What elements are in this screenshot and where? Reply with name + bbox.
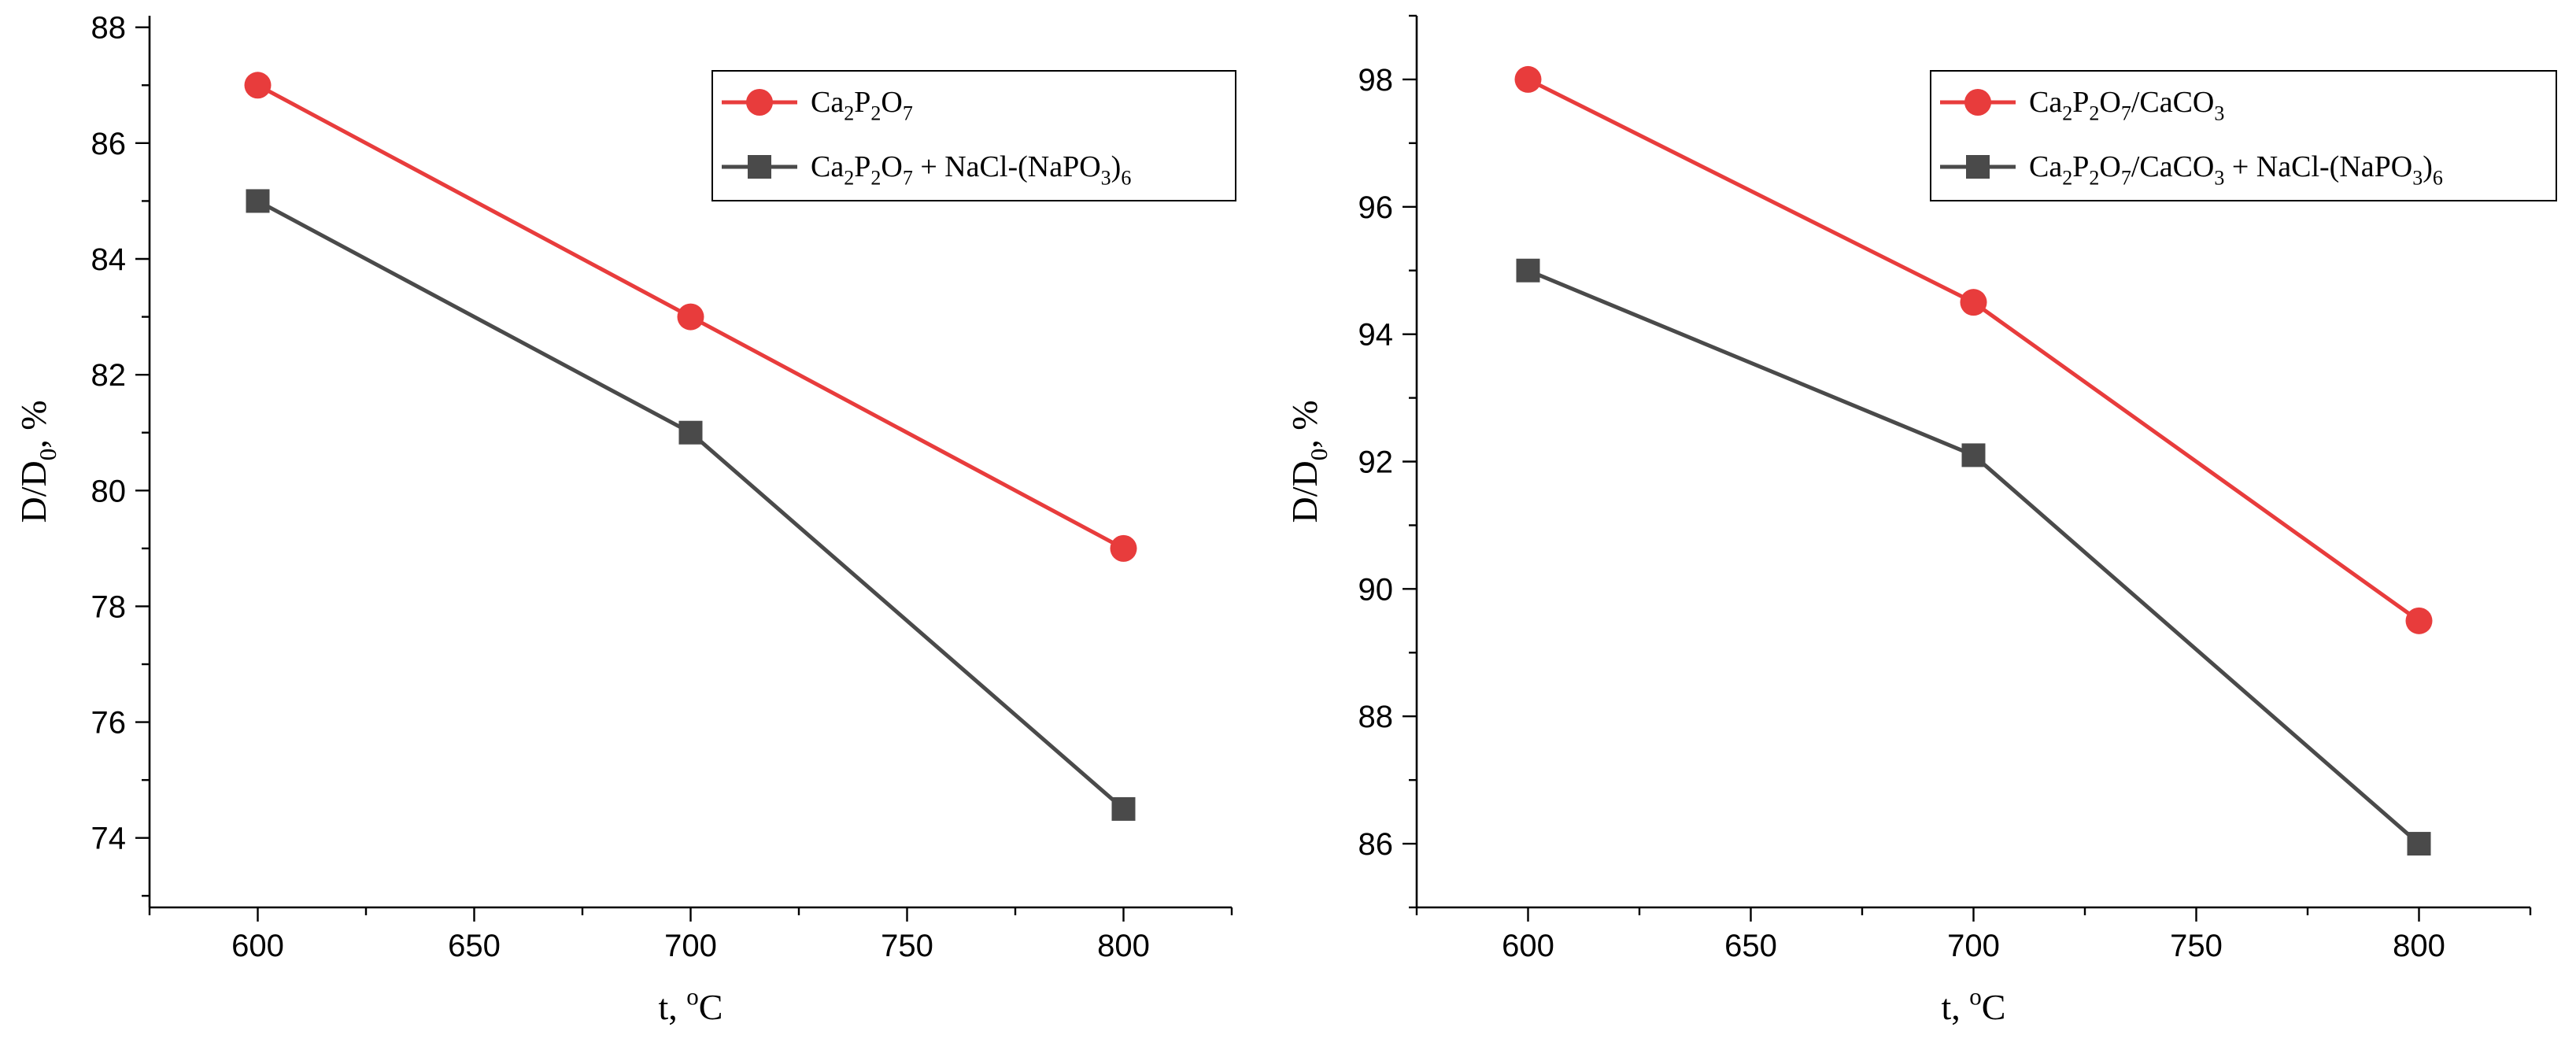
y-tick-label: 92 [1358,445,1394,480]
x-tick-label: 600 [231,929,284,963]
legend-label: Ca2P2O7 [811,86,913,125]
data-point-circle [677,303,704,331]
x-axis-title: t, oC [1942,983,2006,1027]
x-tick-label: 650 [448,929,501,963]
legend-label: Ca2P2O7/CaCO3 + NaCl-(NaPO3)6 [2029,150,2443,190]
series-line [1527,268,2421,845]
x-tick-label: 700 [1947,929,2000,963]
legend: Ca2P2O7 Ca2P2O7 + NaCl-(NaPO3)6 [711,70,1236,201]
data-point-circle [244,72,272,99]
y-tick-label: 88 [1358,700,1394,734]
y-tick-label: 84 [91,242,127,277]
x-axis-title: t, oC [659,983,723,1027]
y-tick-label: 74 [91,822,127,856]
legend-marker-square [1966,155,1990,179]
data-point-square [1516,258,1540,283]
y-tick-label: 88 [91,11,127,46]
y-tick-label: 94 [1358,318,1394,353]
y-tick-label: 96 [1358,190,1394,225]
y-tick-label: 86 [91,127,127,161]
data-point-circle [1514,65,1542,93]
legend-marker-square [748,155,771,179]
y-tick-label: 86 [1358,827,1394,862]
legend-marker-circle [1964,89,1991,116]
chart-2: 600 650 700 750 800 86 88 90 92 94 96 98 t, oC D/D0, … [1284,14,2557,1027]
legend-label: Ca2P2O7 + NaCl-(NaPO3)6 [811,150,1131,190]
data-point-square [1961,443,1986,467]
y-axis-title: D/D0, % [1284,400,1332,523]
data-point-circle [1110,534,1137,562]
data-point-square [2407,832,2431,856]
x-tick-label: 750 [881,929,933,963]
x-tick-label: 800 [2393,929,2445,963]
data-point-square [678,420,703,445]
data-point-circle [2405,607,2433,634]
legend-box [1930,70,2557,201]
series-line [257,199,1125,811]
x-tick-label: 700 [664,929,717,963]
data-point-circle [1960,289,1987,316]
y-axis-title: D/D0, % [13,400,61,523]
data-point-square [1111,796,1136,821]
y-tick-label: 78 [91,589,127,624]
x-tick-label: 750 [2170,929,2223,963]
y-tick-label: 80 [91,474,127,508]
legend: Ca2P2O7/CaCO3 Ca2P2O7/CaCO3 + NaCl-(NaPO3… [1930,70,2557,201]
y-tick-label: 82 [91,358,127,393]
x-tick-label: 600 [1502,929,1554,963]
chart-1: 600 650 700 750 800 74 76 78 80 82 84 86 88 t, oC D/D0… [13,11,1236,1027]
y-tick-label: 98 [1358,63,1394,98]
legend-marker-circle [746,89,773,116]
x-tick-label: 650 [1724,929,1777,963]
data-point-square [246,189,270,213]
legend-label: Ca2P2O7/CaCO3 [2029,86,2224,125]
x-tick-label: 800 [1097,929,1150,963]
y-tick-label: 90 [1358,572,1394,607]
legend-box [711,70,1236,201]
y-tick-label: 76 [91,706,127,741]
